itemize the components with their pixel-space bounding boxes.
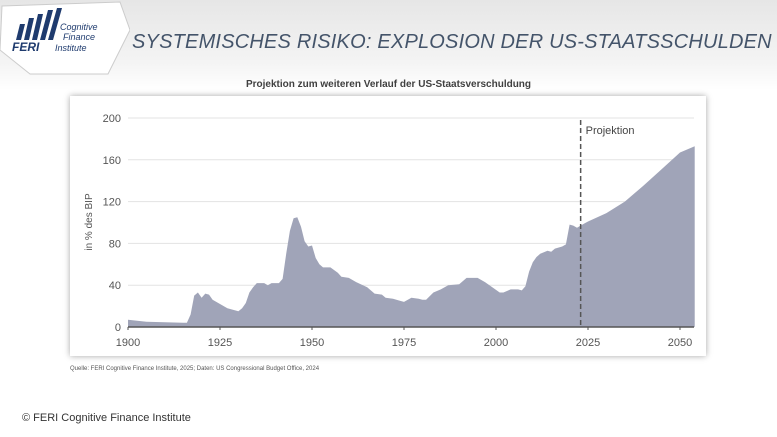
logo-line3: Institute [55,43,87,53]
x-tick-label: 2025 [576,337,600,349]
x-tick-label: 1925 [208,337,232,349]
page-title: SYSTEMISCHES RISIKO: EXPLOSION DER US-ST… [132,31,772,53]
logo-line2: Finance [63,32,95,42]
y-tick-label: 80 [109,238,121,250]
chart-title: Projektion zum weiteren Verlauf der US-S… [245,79,532,90]
feri-logo: FERI Cognitive Finance Institute [0,1,130,75]
projection-label: Projektion [586,125,635,137]
y-tick-label: 200 [103,113,121,125]
logo-bars-icon [16,8,62,40]
copyright: © FERI Cognitive Finance Institute [22,412,191,424]
y-tick-label: 40 [109,280,121,292]
y-tick-label: 160 [103,155,121,167]
x-tick-label: 2050 [668,337,692,349]
y-tick-label: 0 [115,322,121,334]
x-tick-label: 1975 [392,337,416,349]
x-tick-label: 1950 [300,337,324,349]
logo-line1: Cognitive [60,22,98,32]
logo-brand: FERI [12,40,40,54]
y-tick-label: 120 [103,197,121,209]
x-tick-label: 2000 [484,337,508,349]
header-background [0,0,777,90]
y-axis-label: in % des BIP [84,193,95,251]
debt-area [128,146,695,327]
source-note: Quelle: FERI Cognitive Finance Institute… [70,366,320,372]
x-tick-label: 1900 [116,337,140,349]
